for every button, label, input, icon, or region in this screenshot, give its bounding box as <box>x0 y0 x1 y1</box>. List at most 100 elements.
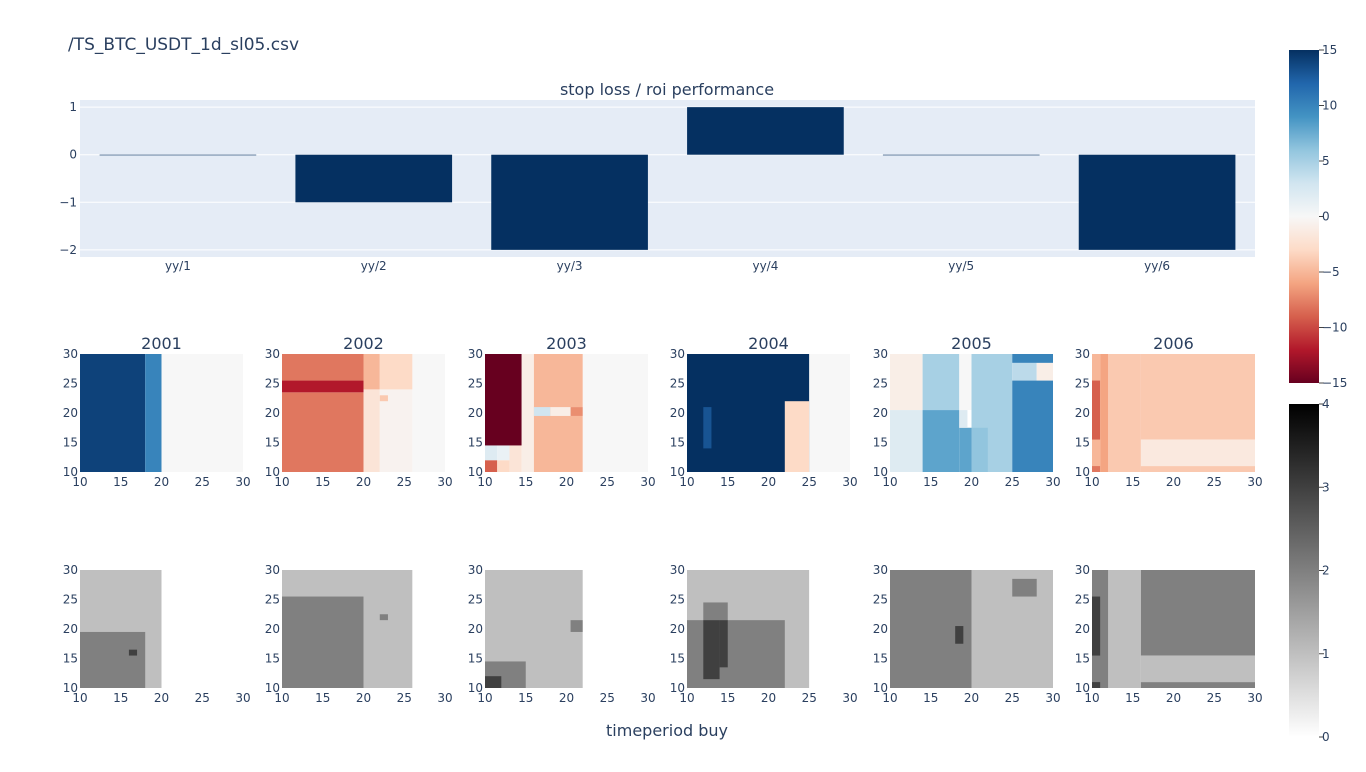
heatmap-performance-cell[interactable] <box>1092 466 1101 472</box>
heatmap-count-cell[interactable] <box>80 631 146 688</box>
heatmap-performance-cell[interactable] <box>1140 439 1255 467</box>
bar-yy/1[interactable] <box>99 154 257 156</box>
heatmap-count-cell[interactable] <box>1108 570 1141 688</box>
heatmap-performance-cell[interactable] <box>1036 362 1053 381</box>
heatmap-performance-cell[interactable] <box>379 354 413 390</box>
heatmap-performance-cell[interactable] <box>922 410 960 472</box>
heatmap-performance-cell[interactable] <box>282 354 364 381</box>
colorbar-performance-tick-label: −5 <box>1322 265 1340 279</box>
bar-yy/4[interactable] <box>687 107 844 155</box>
heatmap-performance-cell[interactable] <box>959 410 968 428</box>
heatmap-performance-cell[interactable] <box>1108 354 1141 472</box>
heatmap-performance-cell[interactable] <box>1100 354 1109 472</box>
heatmap-count-cell[interactable] <box>809 570 850 688</box>
heatmap-performance-y-tick-label: 30 <box>873 347 888 361</box>
heatmap-performance-cell[interactable] <box>1140 354 1255 440</box>
colorbar-count-tick-label: 0 <box>1322 730 1330 744</box>
heatmap-performance-cell[interactable] <box>533 407 551 416</box>
heatmap-count-cell[interactable] <box>1092 682 1101 688</box>
heatmap-performance-cell[interactable] <box>1140 466 1255 472</box>
heatmap-performance-cell[interactable] <box>959 354 972 411</box>
heatmap-performance-cell[interactable] <box>145 354 162 472</box>
heatmap-performance-cell[interactable] <box>890 354 923 411</box>
heatmap-performance-cell[interactable] <box>509 445 522 472</box>
heatmap-performance-cell[interactable] <box>1012 380 1053 472</box>
heatmap-count-cell[interactable] <box>703 602 728 621</box>
heatmap-count-cell[interactable] <box>161 570 244 688</box>
heatmap-performance-cell[interactable] <box>80 354 146 472</box>
bar-yy/3[interactable] <box>491 154 648 250</box>
heatmap-performance-y-tick-label: 20 <box>63 406 78 420</box>
heatmap-count-cell[interactable] <box>1012 578 1037 597</box>
heatmap-performance-cell[interactable] <box>363 389 380 472</box>
heatmap-count-cell[interactable] <box>719 620 728 668</box>
heatmap-count-cell[interactable] <box>1140 682 1255 688</box>
heatmap-count-y-tick-label: 25 <box>468 593 483 607</box>
heatmap-count-y-tick-label: 25 <box>670 593 685 607</box>
heatmap-performance-cell[interactable] <box>412 354 445 472</box>
heatmap-performance-cell[interactable] <box>1092 380 1101 440</box>
heatmap-performance-x-tick-label: 15 <box>315 475 330 489</box>
heatmap-performance-x-tick-label: 25 <box>1005 475 1020 489</box>
heatmap-performance-cell[interactable] <box>971 427 988 472</box>
heatmap-count-cell[interactable] <box>1140 655 1255 683</box>
heatmap-count-y-tick-label: 20 <box>468 622 483 636</box>
heatmap-performance-cell[interactable] <box>282 392 364 472</box>
bar-yy/5[interactable] <box>882 154 1040 156</box>
heatmap-performance-cell[interactable] <box>161 354 244 472</box>
heatmap-count-cell[interactable] <box>379 614 388 621</box>
heatmap-performance-y-tick-label: 10 <box>468 465 483 479</box>
heatmap-count-cell[interactable] <box>128 649 138 656</box>
heatmap-performance-cell[interactable] <box>809 354 850 472</box>
heatmap-count-cell[interactable] <box>1092 596 1101 656</box>
heatmap-count-cell[interactable] <box>687 620 785 688</box>
heatmap-performance-cell[interactable] <box>497 445 510 461</box>
heatmap-performance-cell[interactable] <box>485 460 498 472</box>
heatmap-count-x-tick-label: 25 <box>397 691 412 705</box>
heatmap-performance-cell[interactable] <box>379 395 388 402</box>
heatmap-performance-cell[interactable] <box>1012 362 1037 381</box>
heatmap-performance-cell[interactable] <box>784 401 810 472</box>
heatmap-count-cell[interactable] <box>1140 570 1255 656</box>
heatmap-count-cell[interactable] <box>570 620 583 632</box>
heatmap-performance-cell[interactable] <box>890 410 923 472</box>
heatmap-count-cell[interactable] <box>703 620 720 680</box>
heatmap-performance-cell[interactable] <box>485 354 522 446</box>
heatmap-count-cell[interactable] <box>963 643 972 688</box>
heatmap-performance-y-tick-label: 25 <box>1075 377 1090 391</box>
heatmap-performance-cell[interactable] <box>497 460 510 472</box>
heatmap-performance-cell[interactable] <box>703 407 712 449</box>
heatmap-performance-cell[interactable] <box>521 354 534 472</box>
heatmap-count-x-tick-label: 30 <box>1247 691 1262 705</box>
bar-yy/6[interactable] <box>1078 154 1236 250</box>
heatmap-performance-cell[interactable] <box>1012 354 1053 363</box>
colorbar-count-tick-label: 3 <box>1322 480 1330 494</box>
colorbar-performance-tick-label: 10 <box>1322 99 1337 113</box>
heatmap-performance-x-tick-label: 10 <box>882 475 897 489</box>
heatmap-count-cell[interactable] <box>412 570 445 688</box>
heatmap-performance-cell[interactable] <box>363 354 380 390</box>
heatmap-count-cell[interactable] <box>485 676 502 688</box>
heatmap-performance-cell[interactable] <box>485 445 498 461</box>
heatmap-row-counts: 1010151520202525303010101515202025253030… <box>63 563 1263 705</box>
heatmap-count-x-tick-label: 25 <box>195 691 210 705</box>
heatmap-count-y-tick-label: 10 <box>468 681 483 695</box>
heatmap-performance-cell[interactable] <box>959 427 972 472</box>
x-axis-title: timeperiod buy <box>606 721 728 740</box>
heatmap-performance-cell[interactable] <box>282 380 364 393</box>
heatmap-performance-cell[interactable] <box>570 407 583 416</box>
heatmap-count-cell[interactable] <box>582 570 648 688</box>
heatmap-count-y-tick-label: 20 <box>670 622 685 636</box>
heatmap-performance-cell[interactable] <box>550 407 583 416</box>
bar-yy/2[interactable] <box>295 154 453 203</box>
heatmap-count-cell[interactable] <box>282 596 364 688</box>
heatmap-performance-cell[interactable] <box>582 354 648 472</box>
heatmap-performance-cell[interactable] <box>922 354 960 411</box>
heatmap-performance-cell[interactable] <box>379 389 413 472</box>
heatmap-performance-title: 2002 <box>343 334 384 353</box>
heatmap-count-cell[interactable] <box>955 626 964 644</box>
